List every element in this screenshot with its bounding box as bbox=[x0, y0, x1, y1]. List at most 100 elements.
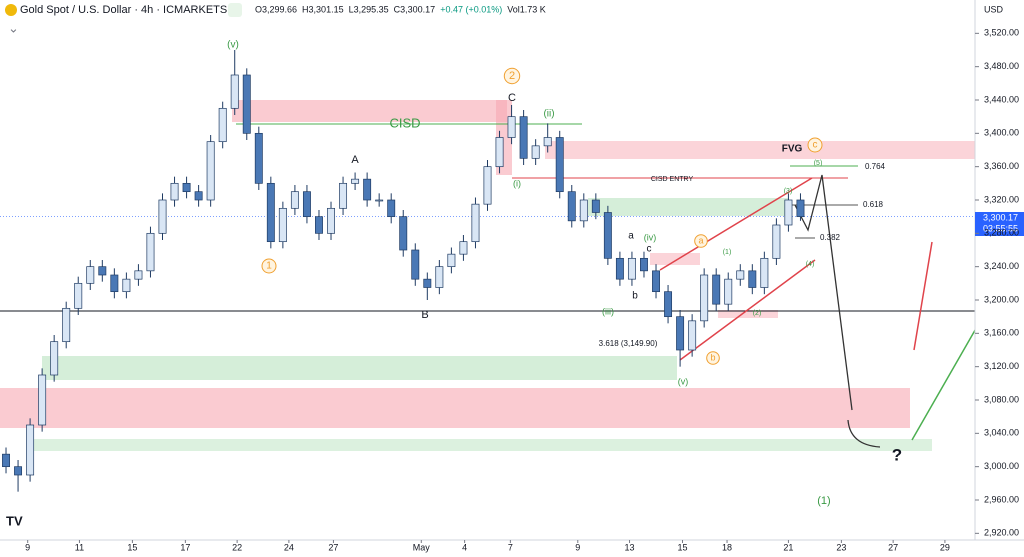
candle-body bbox=[603, 212, 612, 259]
y-tick-label: 3,120.00 bbox=[984, 361, 1019, 371]
candle-body bbox=[351, 178, 360, 184]
candle-body bbox=[495, 137, 504, 168]
annotation: 2 bbox=[509, 70, 515, 82]
x-tick-label: 9 bbox=[575, 542, 580, 552]
annotation: B bbox=[421, 309, 428, 321]
y-tick-label: 2,960.00 bbox=[984, 494, 1019, 504]
candle-body bbox=[700, 274, 709, 322]
symbol-icon bbox=[5, 4, 17, 16]
ohlc-value: H3,301.15 bbox=[302, 4, 344, 14]
candle-body bbox=[194, 191, 203, 201]
candle-body bbox=[579, 199, 588, 222]
candle-body bbox=[760, 257, 769, 288]
candle-body bbox=[423, 278, 432, 288]
annotation: (i) bbox=[513, 178, 521, 188]
y-tick-label: 3,360.00 bbox=[984, 161, 1019, 171]
x-tick-label: May bbox=[413, 542, 431, 552]
candle-body bbox=[736, 270, 745, 280]
candle-body bbox=[627, 257, 636, 280]
annotation: (iv) bbox=[644, 232, 657, 242]
last-price-box bbox=[975, 212, 1024, 236]
candle-body bbox=[567, 191, 576, 222]
candle-body bbox=[206, 141, 215, 201]
candle-body bbox=[591, 199, 600, 213]
fvg-zone bbox=[545, 141, 977, 159]
candle-body bbox=[242, 74, 251, 134]
annotation: c bbox=[647, 244, 652, 255]
x-tick-label: 21 bbox=[783, 542, 793, 552]
ohlc-value: Vol1.73 K bbox=[507, 4, 546, 14]
annotation: 0.764 bbox=[865, 162, 886, 171]
candle-body bbox=[158, 199, 167, 234]
candle-body bbox=[652, 270, 660, 293]
x-tick-label: 7 bbox=[508, 542, 513, 552]
y-tick-label: 3,240.00 bbox=[984, 261, 1019, 271]
candle-body bbox=[447, 253, 456, 268]
x-tick-label: 29 bbox=[940, 542, 950, 552]
candle-body bbox=[375, 199, 384, 202]
candle-body bbox=[26, 424, 35, 476]
candle-body bbox=[387, 199, 396, 218]
candle-body bbox=[134, 270, 143, 280]
candle-body bbox=[471, 203, 480, 243]
candle-body bbox=[664, 291, 673, 318]
candle-body bbox=[411, 249, 420, 280]
candle-body bbox=[62, 307, 71, 343]
candle-body bbox=[254, 132, 263, 184]
candle-body bbox=[38, 374, 47, 426]
annotation: a bbox=[628, 231, 634, 242]
candle-body bbox=[555, 137, 564, 193]
x-tick-label: 27 bbox=[888, 542, 898, 552]
annotation: b bbox=[710, 352, 715, 362]
demand-zone bbox=[588, 198, 788, 216]
y-tick-label: 3,160.00 bbox=[984, 328, 1019, 338]
wave-circle bbox=[706, 351, 720, 365]
candle-body bbox=[748, 270, 757, 288]
candle-body bbox=[110, 274, 119, 293]
collapse-icon[interactable]: ⌄ bbox=[8, 20, 19, 35]
candle-body bbox=[74, 282, 83, 309]
annotation: (1) bbox=[817, 495, 830, 507]
y-tick-label: 3,280.00 bbox=[984, 228, 1019, 238]
annotation: 1 bbox=[266, 261, 272, 272]
supply-zone bbox=[650, 253, 700, 265]
candle-body bbox=[784, 199, 793, 226]
candle-body bbox=[278, 207, 287, 243]
last-price: 3,300.17 bbox=[983, 212, 1018, 222]
annotation: (4) bbox=[806, 261, 815, 268]
candle-body bbox=[339, 182, 348, 209]
x-tick-label: 17 bbox=[180, 542, 190, 552]
candle-body bbox=[14, 466, 23, 476]
y-tick-label: 3,400.00 bbox=[984, 128, 1019, 138]
candle-body bbox=[218, 107, 227, 143]
candle-body bbox=[266, 182, 275, 243]
y-tick-label: 3,480.00 bbox=[984, 61, 1019, 71]
x-tick-label: 18 bbox=[722, 542, 732, 552]
wave-circle bbox=[503, 67, 521, 85]
candle-body bbox=[772, 224, 781, 259]
channel-line bbox=[659, 177, 813, 271]
x-tick-label: 11 bbox=[75, 542, 84, 552]
y-tick-label: 3,440.00 bbox=[984, 94, 1019, 104]
candle-body bbox=[724, 278, 733, 305]
annotation: (2) bbox=[753, 310, 762, 317]
candle-body bbox=[459, 241, 468, 255]
candle-body bbox=[543, 137, 552, 147]
candle-body bbox=[290, 191, 299, 209]
candle-body bbox=[363, 178, 372, 201]
y-tick-label: 3,320.00 bbox=[984, 194, 1019, 204]
wave-circle bbox=[807, 137, 823, 153]
supply-zone bbox=[232, 100, 507, 122]
candle-body bbox=[98, 266, 107, 276]
candle-body bbox=[531, 145, 540, 159]
candle-body bbox=[435, 266, 444, 288]
y-tick-label: 3,520.00 bbox=[984, 28, 1019, 38]
candle-body bbox=[507, 116, 516, 138]
chart-title: Gold Spot / U.S. Dollar · 4h · ICMARKETS bbox=[20, 4, 227, 16]
candles bbox=[0, 50, 975, 492]
ohlc-value: C3,300.17 bbox=[394, 4, 436, 14]
countdown: 03:55:55 bbox=[983, 223, 1018, 233]
ohlc-value: +0.47 (+0.01%) bbox=[440, 4, 502, 14]
market-status[interactable] bbox=[228, 3, 242, 17]
